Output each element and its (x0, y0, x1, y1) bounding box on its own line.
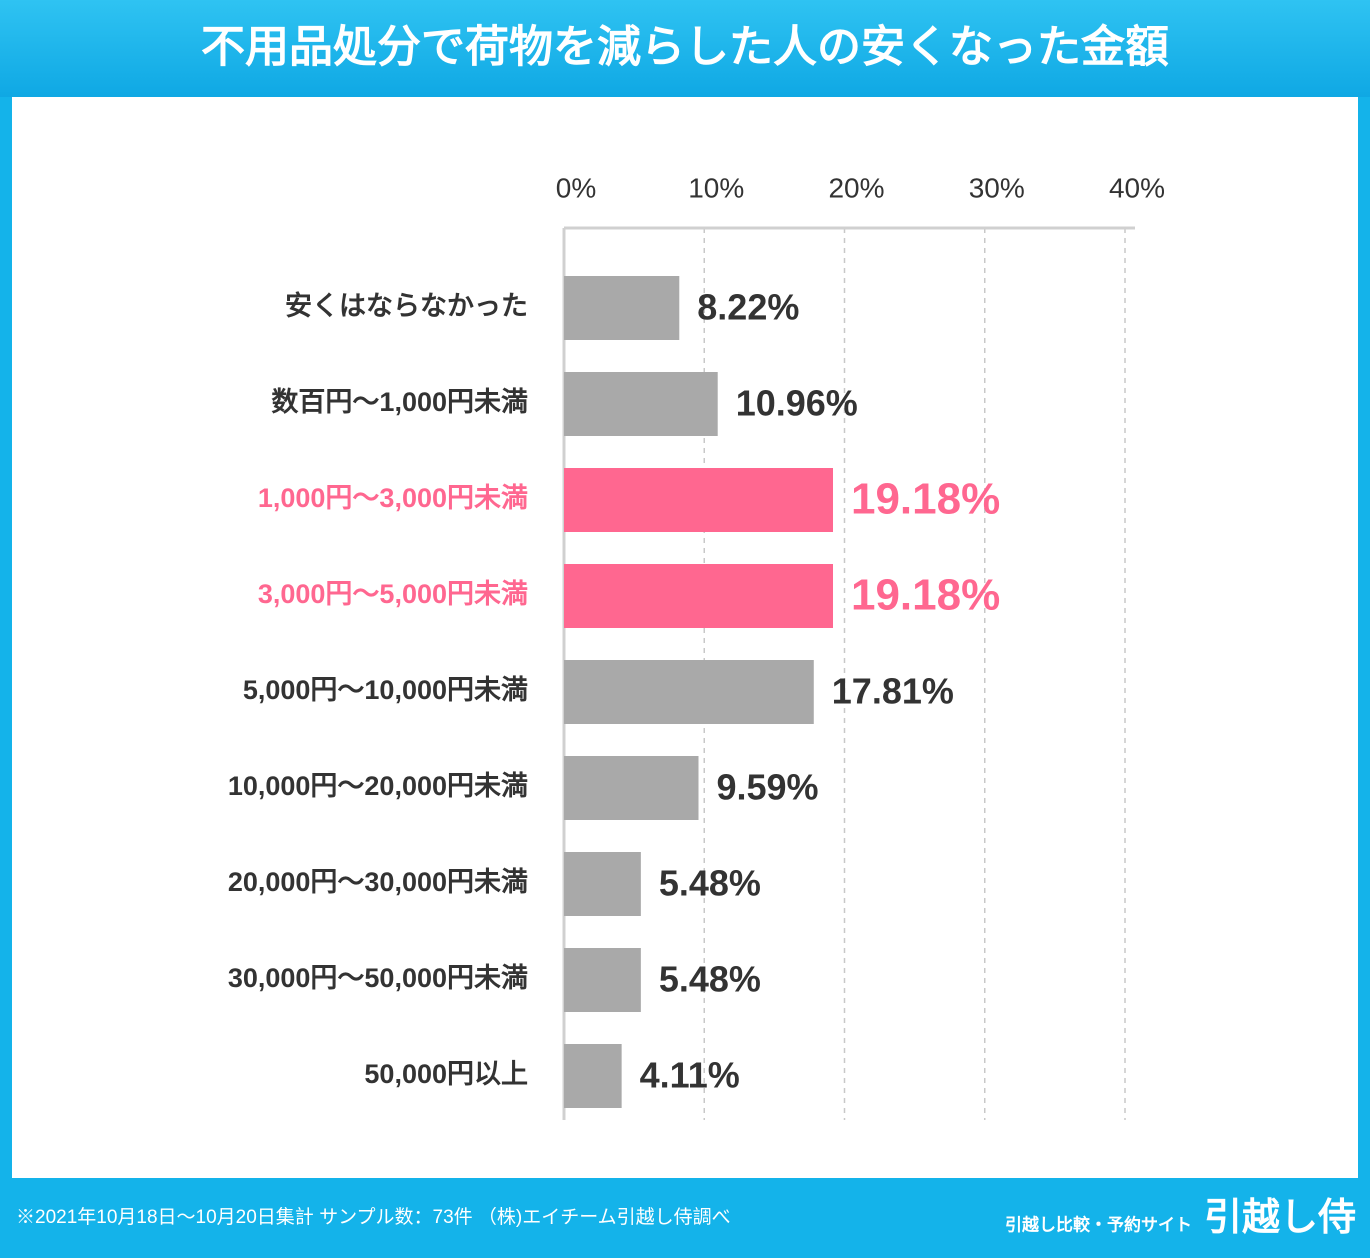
y-tick-label: 安くはならなかった (285, 291, 528, 321)
y-tick-label: 50,000円以上 (364, 1059, 528, 1089)
chart-title: 不用品処分で荷物を減らした人の安くなった金額 (201, 23, 1169, 72)
header (0, 0, 1370, 97)
bar (564, 852, 641, 916)
y-tick-label: 30,000円～50,000円未満 (228, 963, 528, 993)
site-tagline: 引越し比較・予約サイト (1005, 1214, 1192, 1234)
x-tick-label: 0% (556, 172, 596, 203)
data-label: 5.48% (659, 863, 761, 904)
data-label: 5.48% (659, 959, 761, 1000)
data-label: 10.96% (736, 383, 858, 424)
data-label: 9.59% (716, 767, 818, 808)
bar (564, 1044, 622, 1108)
panel (12, 97, 1358, 1178)
y-tick-label: 20,000円～30,000円未満 (228, 867, 528, 897)
data-label: 4.11% (640, 1055, 740, 1096)
data-label: 19.18% (851, 571, 1000, 620)
x-tick-label: 20% (828, 172, 884, 203)
y-tick-label: 3,000円～5,000円未満 (258, 579, 528, 609)
y-tick-label: 10,000円～20,000円未満 (228, 771, 528, 801)
x-tick-label: 10% (688, 172, 744, 203)
footnote: ※2021年10月18日～10月20日集計 サンプル数：73件 （株)エイチーム… (16, 1206, 731, 1228)
bar (564, 948, 641, 1012)
data-label: 19.18% (851, 475, 1000, 524)
y-tick-label: 5,000円～10,000円未満 (243, 675, 528, 705)
data-label: 8.22% (697, 287, 799, 328)
brand: 引越し侍 (1204, 1197, 1356, 1239)
y-tick-label: 1,000円～3,000円未満 (258, 483, 528, 513)
bar (564, 660, 814, 724)
x-tick-label: 40% (1109, 172, 1165, 203)
bar (564, 276, 680, 340)
bar (564, 756, 699, 820)
data-label: 17.81% (832, 671, 954, 712)
bar (564, 468, 833, 532)
x-tick-label: 30% (969, 172, 1025, 203)
bar (564, 564, 833, 628)
bar (564, 372, 718, 436)
y-tick-label: 数百円～1,000円未満 (271, 387, 528, 417)
